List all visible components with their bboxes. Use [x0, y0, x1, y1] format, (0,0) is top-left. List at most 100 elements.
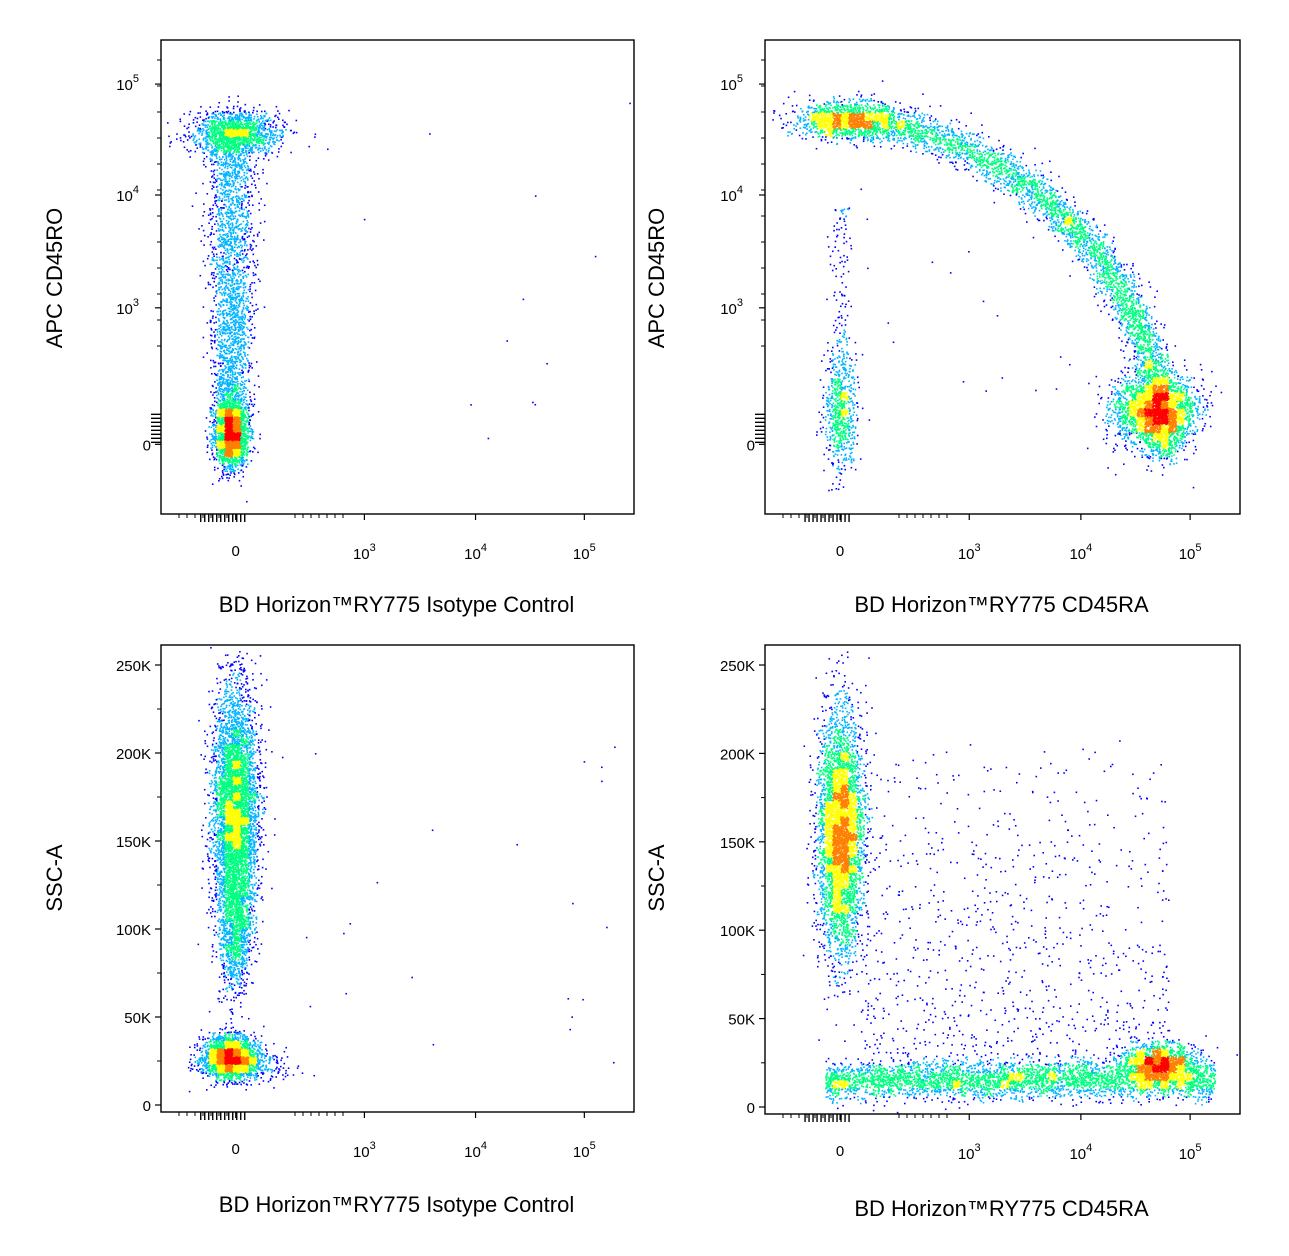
panel-1-event-point	[205, 430, 207, 432]
panel-1-event-point	[245, 433, 247, 435]
panel-1-event-point	[249, 427, 251, 429]
panel-1-event-point	[220, 218, 222, 220]
panel-1-event-point	[244, 243, 246, 245]
panel-1-event-point	[259, 281, 261, 283]
panel-1-event-point	[253, 405, 255, 407]
panel-1-event-point	[234, 258, 236, 260]
panel-1-event-point	[214, 336, 216, 338]
panel-1-event-point	[227, 233, 229, 235]
panel-1-event-point	[246, 427, 248, 429]
panel-1-event-point	[237, 358, 239, 360]
panel-1-event-point	[235, 450, 237, 452]
panel-1-event-point	[244, 158, 246, 160]
panel-1-event-point	[227, 322, 229, 324]
panel-1-event-point	[237, 439, 239, 441]
panel-1-event-point	[252, 431, 254, 433]
panel-1-event-point	[247, 432, 249, 434]
panel-1-event-point	[248, 341, 250, 343]
panel-1-event-point	[223, 144, 225, 146]
panel-1-event-point	[217, 438, 219, 440]
panel-1-event-point	[253, 254, 255, 256]
panel-1-event-point	[239, 254, 241, 256]
panel-1-event-point	[239, 184, 241, 186]
panel-1-event-point	[210, 154, 212, 156]
panel-1-event-point	[246, 459, 248, 461]
panel-1-event-point	[237, 333, 239, 335]
panel-1-event-point	[231, 434, 233, 436]
panel-1-event-point	[237, 256, 239, 258]
panel-1-event-point	[235, 382, 237, 384]
panel-1-event-point	[242, 440, 244, 442]
panel-1-event-point	[234, 368, 236, 370]
panel-1-event-point	[210, 284, 212, 286]
panel-1-event-point	[218, 460, 220, 462]
panel-1-event-point	[244, 407, 246, 409]
panel-1-event-point	[233, 329, 235, 331]
panel-1-event-point	[221, 185, 223, 187]
panel-1-event-point	[218, 433, 220, 435]
panel-1-event-point	[231, 158, 233, 160]
panel-1-event-point	[241, 338, 243, 340]
panel-1-event-point	[222, 465, 224, 467]
panel-1-event-point	[257, 452, 259, 454]
panel-1-event-point	[248, 311, 250, 313]
panel-1-event-point	[237, 406, 239, 408]
panel-1-event-point	[255, 290, 257, 292]
panel-1-event-point	[231, 463, 233, 465]
panel-1-event-point	[222, 226, 224, 228]
panel-1-event-point	[247, 448, 249, 450]
panel-1-event-point	[213, 204, 215, 206]
panel-1-event-point	[241, 465, 243, 467]
panel-1-event-point	[217, 403, 219, 405]
panel-1-event-point	[224, 452, 226, 454]
panel-1-event-point	[253, 447, 255, 449]
panel-1-event-point	[221, 445, 223, 447]
panel-1-event-point	[249, 286, 251, 288]
panel-1-event-point	[219, 478, 221, 480]
panel-1-event-point	[226, 248, 228, 250]
panel-1-event-point	[243, 396, 245, 398]
panel-1-event-point	[217, 446, 219, 448]
panel-1-event-point	[215, 295, 217, 297]
panel-1-event-point	[231, 456, 233, 458]
panel-1-event-point	[207, 193, 209, 195]
panel-1-event-point	[224, 224, 226, 226]
panel-1-event-point	[236, 305, 238, 307]
panel-1-event-point	[250, 246, 252, 248]
panel-1-event-point	[215, 248, 217, 250]
panel-1-event-point	[226, 411, 228, 413]
panel-1-event-point	[244, 447, 246, 449]
panel-1-event-point	[253, 438, 255, 440]
panel-1-event-point	[241, 370, 243, 372]
panel-1-event-point	[229, 358, 231, 360]
panel-1-event-point	[236, 427, 238, 429]
panel-1-event-point	[213, 392, 215, 394]
panel-1-event-point	[234, 395, 236, 397]
panel-1-event-point	[249, 419, 251, 421]
panel-1-event-point	[246, 380, 248, 382]
panel-1-event-point	[218, 452, 220, 454]
panel-1-event-point	[242, 433, 244, 435]
panel-1-event-point	[216, 449, 218, 451]
panel-1-event-point	[216, 220, 218, 222]
panel-1-event-point	[230, 233, 232, 235]
panel-1-event-point	[235, 291, 237, 293]
panel-1-event-point	[210, 447, 212, 449]
panel-1-event-point	[230, 293, 232, 295]
panel-1-event-point	[241, 223, 243, 225]
panel-1-event-point	[224, 455, 226, 457]
panel-1-event-point	[222, 438, 224, 440]
panel-1-event-point	[239, 450, 241, 452]
panel-1-event-point	[223, 207, 225, 209]
panel-1-event-point	[210, 367, 212, 369]
panel-1-event-point	[213, 297, 215, 299]
panel-1-event-point	[217, 411, 219, 413]
panel-1-event-point	[208, 426, 210, 428]
panel-1-event-point	[225, 440, 227, 442]
panel-1-event-point	[241, 422, 243, 424]
panel-1-event-point	[216, 459, 218, 461]
panel-1-event-point	[259, 438, 261, 440]
panel-1-event-point	[222, 407, 224, 409]
panel-1-event-point	[250, 229, 252, 231]
panel-1-event-point	[240, 395, 242, 397]
